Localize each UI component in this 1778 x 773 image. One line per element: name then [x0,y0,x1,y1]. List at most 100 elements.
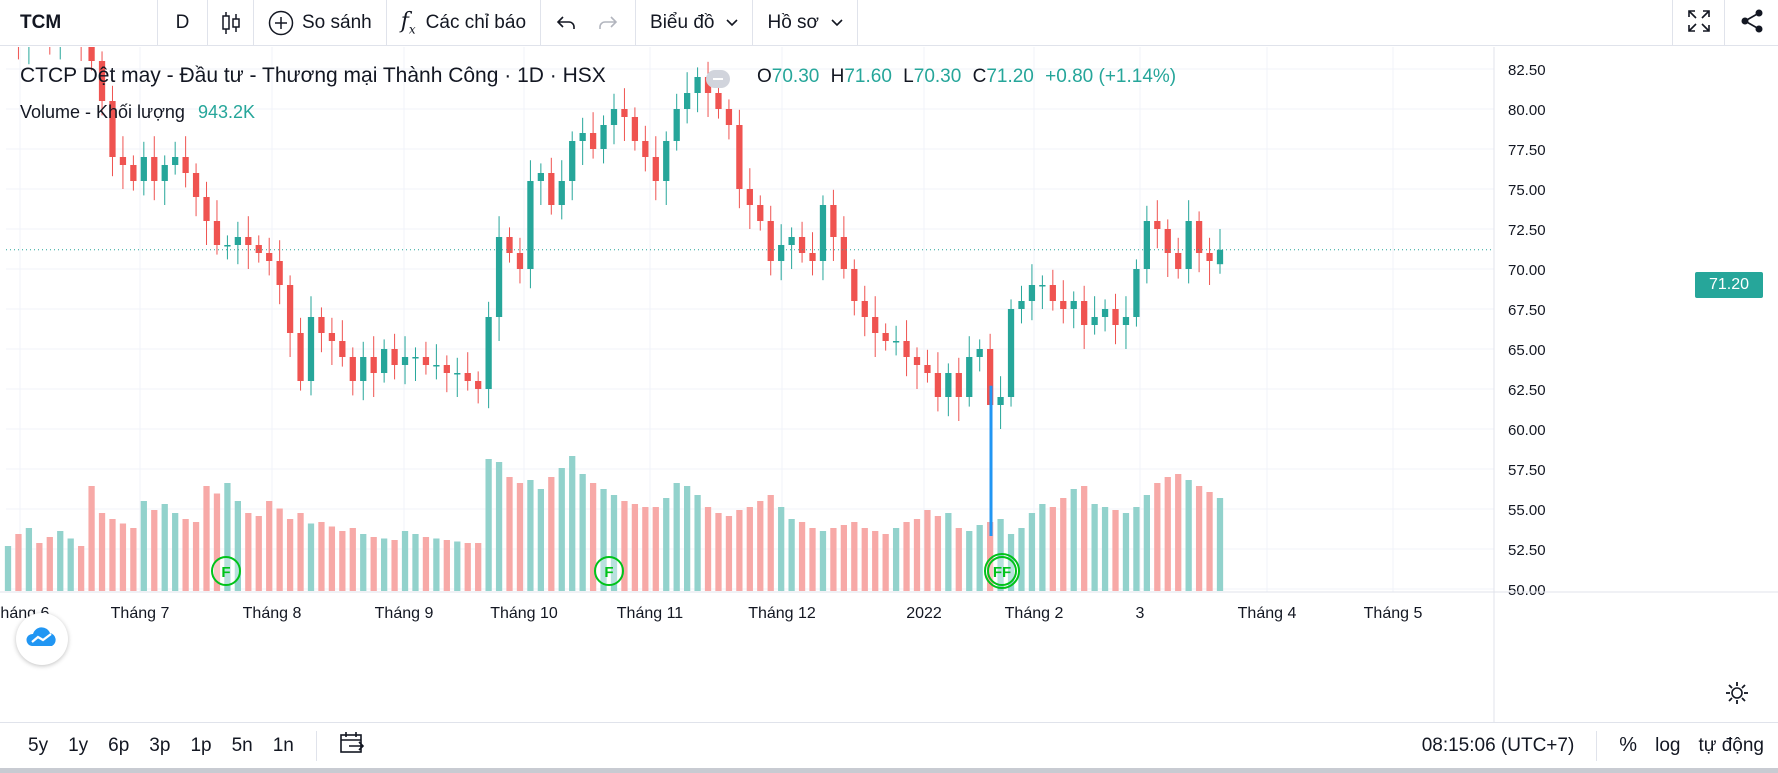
range-button-5n[interactable]: 5n [231,734,253,756]
range-button-1y[interactable]: 1y [68,734,89,756]
candle-body [151,157,158,181]
candle-body [569,141,576,181]
logo-button[interactable] [16,613,68,665]
candle-body [642,141,649,157]
range-button-6p[interactable]: 6p [108,734,130,756]
candle-body [495,237,503,317]
interval-button[interactable]: D [158,0,208,46]
log-toggle[interactable]: log [1655,734,1681,756]
volume-bar [245,513,252,591]
candle-body [945,373,952,397]
candle-body [558,181,565,205]
range-button-5y[interactable]: 5y [28,734,49,756]
candle-body [307,317,315,381]
candle-body [224,245,231,247]
candle-body [830,205,837,237]
volume-bar [495,462,503,591]
volume-bar [631,504,639,591]
candle-body [109,101,116,157]
volume-bar [558,468,565,591]
volume-bar [1028,513,1036,591]
symbol-search[interactable]: TCM [0,0,158,46]
auto-scale-toggle[interactable]: tự động [1698,734,1764,756]
range-button-1n[interactable]: 1n [272,734,294,756]
volume-bar [339,531,346,591]
candle-body [1028,285,1036,301]
x-tick-label: Tháng 9 [375,605,434,622]
cloud-logo-icon [25,626,59,653]
candle-body [506,237,513,253]
indicators-label: Các chỉ báo [425,11,527,33]
x-tick-label: 2022 [906,605,942,622]
candle-body [130,165,137,181]
undo-button[interactable] [541,0,587,46]
volume-bar [1070,489,1077,591]
candle-body [266,253,273,261]
volume-bar [736,510,743,591]
candle-body [903,341,910,357]
candle-body [746,189,753,205]
candle-body [1112,309,1119,325]
close-value: 71.20 [986,66,1034,87]
redo-button[interactable] [587,0,637,46]
chart-menu-label: Biểu đồ [650,11,715,33]
volume-bar [1143,495,1150,591]
candle-body [767,221,774,261]
range-button-1p[interactable]: 1p [190,734,212,756]
volume-bar [401,531,409,591]
clock-time[interactable]: 08:15:06 (UTC+7) [1421,734,1575,756]
date-range-button[interactable] [339,731,365,761]
volume-bar [255,516,262,591]
volume-bar [328,526,336,591]
earnings-event-icon [594,556,624,586]
indicators-button[interactable]: fx Các chỉ báo [387,0,542,46]
volume-bar [1018,528,1025,591]
volume-bar [1122,513,1130,591]
range-button-3p[interactable]: 3p [149,734,171,756]
volume-bar [1206,492,1213,591]
fullscreen-icon [1687,9,1711,38]
earnings-event-label: F [604,564,613,581]
earnings-event-icon [211,556,241,586]
candle-body [1133,269,1140,317]
candle-body [401,357,409,365]
volume-bar [36,543,43,591]
volume-bar [548,477,555,591]
volume-bar [684,486,691,591]
candle-body [1039,285,1046,287]
volume-bar [987,522,994,591]
volume-bar [46,537,53,591]
legend-title: CTCP Dệt may - Đầu tư - Thương mại Thành… [20,64,606,87]
candle-body [694,77,701,93]
chart-area[interactable]: 50.00 52.50 55.00 57.50 60.00 62.50 65.00 67.50… [0,0,1778,722]
volume-bar [151,510,158,591]
compare-button[interactable]: So sánh [254,0,387,46]
volume-bar [652,507,659,591]
x-tick-label: 3 [1136,605,1145,622]
y-tick-label: 80.00 [1508,102,1546,119]
candle-body [1154,221,1161,229]
earnings-event-icon [987,556,1017,586]
chart-type-button[interactable] [208,0,254,46]
settings-button[interactable] [1722,680,1752,710]
volume-bar [98,513,106,591]
chevron-down-icon [726,18,739,27]
top-toolbar: TCM D So sánh fx Các chỉ báo Biểu đồ Hồ … [0,0,1778,46]
volume-bar [934,516,942,591]
volume-bar [746,507,753,591]
candle-body [245,237,252,245]
profile-menu[interactable]: Hồ sơ [753,0,858,46]
legend-toggle-button[interactable] [706,70,730,88]
share-button[interactable] [1724,0,1778,46]
candle-body [913,357,921,365]
candle-body [443,365,450,373]
price-chart[interactable]: 50.00 52.50 55.00 57.50 60.00 62.50 65.00 67.50… [0,0,1778,722]
candle-body [725,109,733,125]
percent-toggle[interactable]: % [1619,734,1638,756]
candle-body [788,237,795,245]
fullscreen-button[interactable] [1672,0,1725,46]
candle-body [475,381,482,389]
chart-menu[interactable]: Biểu đồ [636,0,754,46]
candle-body [98,61,106,101]
candle-body [360,357,367,381]
